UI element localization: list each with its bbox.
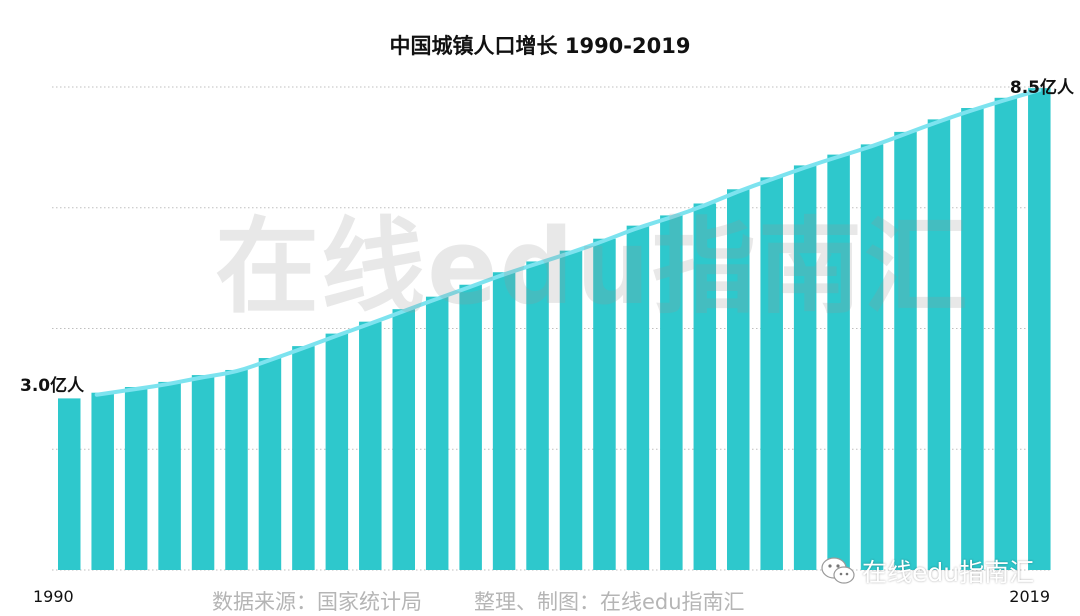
bar-1990 xyxy=(58,398,81,570)
bar-1996 xyxy=(258,358,282,570)
bar-1994 xyxy=(191,375,215,570)
bar-2015 xyxy=(894,131,917,570)
bar-2014 xyxy=(860,144,884,570)
bar-2008 xyxy=(660,215,683,570)
bar-2005 xyxy=(559,250,583,570)
bar-2006 xyxy=(593,238,616,571)
label-group: 3.0亿人 8.5亿人 1990 2019 xyxy=(20,77,1075,606)
bar-1999 xyxy=(359,321,382,570)
credit-label: 整理、制图：在线edu指南汇 xyxy=(474,590,745,614)
brand-text: 在线edu指南汇 xyxy=(862,558,1035,587)
source-line: 数据来源：国家统计局 整理、制图：在线edu指南汇 xyxy=(212,586,745,616)
bar-2010 xyxy=(727,189,750,570)
bar-1993 xyxy=(158,381,181,570)
annotation-1990: 3.0亿人 xyxy=(20,375,85,396)
bar-2001 xyxy=(425,296,449,570)
bar-2019 xyxy=(1028,88,1051,570)
bar-2016 xyxy=(927,119,951,571)
bar-2013 xyxy=(827,154,850,570)
bar-series xyxy=(58,88,1051,571)
x-tick-2019: 2019 xyxy=(1009,587,1050,606)
bar-2000 xyxy=(392,309,415,570)
bar-2007 xyxy=(626,225,650,570)
bar-2009 xyxy=(693,203,717,571)
bar-1992 xyxy=(124,387,148,570)
bar-1997 xyxy=(292,346,315,570)
bar-2004 xyxy=(526,261,549,570)
chart-title: 中国城镇人口增长 1990-2019 xyxy=(389,34,691,58)
bar-2018 xyxy=(994,97,1018,570)
brand-badge: 在线edu指南汇 xyxy=(820,553,1034,589)
bar-2012 xyxy=(793,165,817,570)
bar-1995 xyxy=(225,369,248,570)
bar-2002 xyxy=(459,284,482,570)
bar-1991 xyxy=(91,392,114,570)
wechat-icon xyxy=(821,557,855,584)
trend-line xyxy=(94,88,1042,397)
watermark: 在线edu指南汇 xyxy=(215,206,971,328)
source-label: 数据来源：国家统计局 xyxy=(212,590,422,614)
annotation-2019: 8.5亿人 xyxy=(1010,77,1075,98)
trend-line-group xyxy=(94,88,1042,397)
bar-2017 xyxy=(961,108,984,570)
x-tick-1990: 1990 xyxy=(33,587,74,606)
bar-2003 xyxy=(492,272,516,570)
bar-2011 xyxy=(760,177,783,570)
bar-1998 xyxy=(325,333,349,570)
